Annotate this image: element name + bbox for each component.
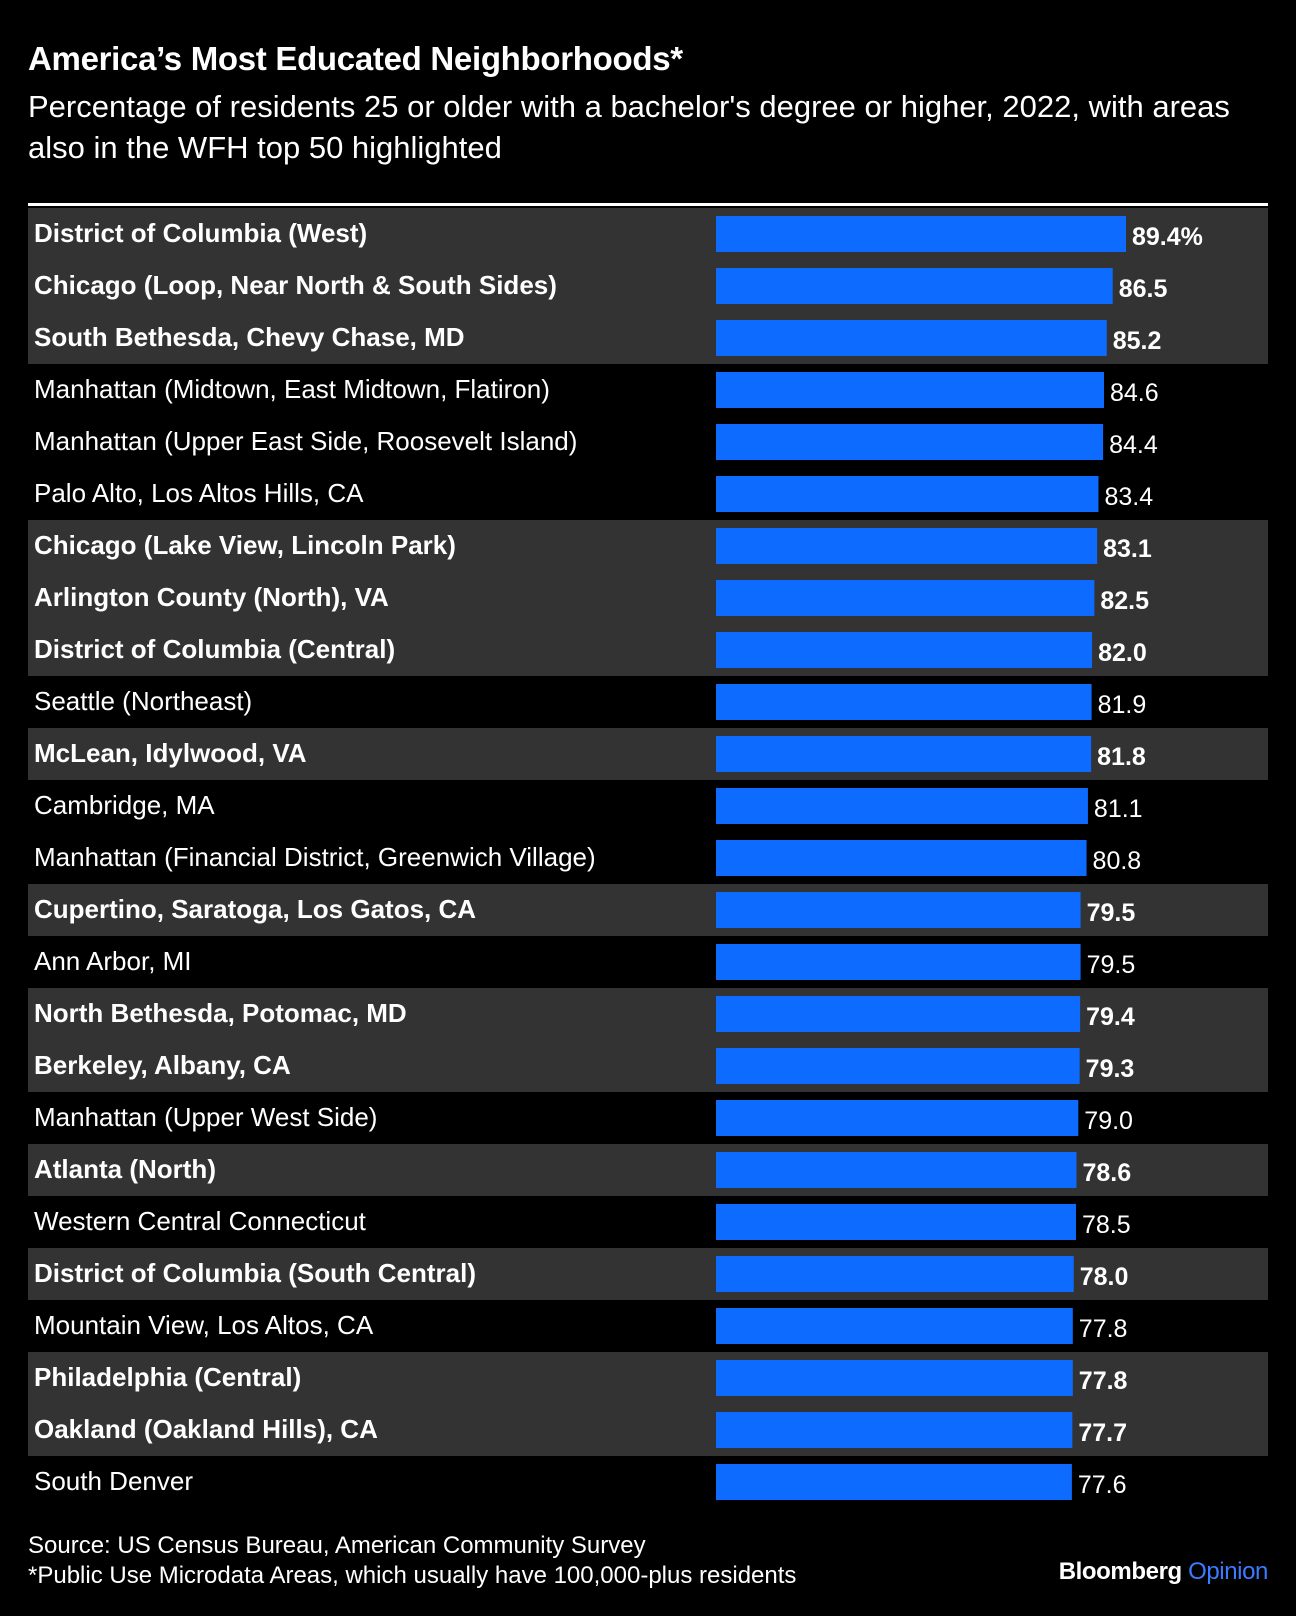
category-label: District of Columbia (South Central)	[34, 1258, 476, 1288]
bar	[716, 1100, 1079, 1136]
bar	[716, 268, 1113, 304]
category-label: South Denver	[34, 1466, 193, 1496]
bar	[716, 1360, 1073, 1396]
bar	[716, 996, 1081, 1032]
bar	[716, 892, 1081, 928]
value-label: 84.4	[1109, 431, 1158, 459]
value-label: 79.3	[1086, 1055, 1135, 1083]
category-label: District of Columbia (Central)	[34, 634, 395, 664]
bar	[716, 1152, 1077, 1188]
brand-logo: Bloomberg Opinion	[1058, 1558, 1269, 1586]
bar	[716, 1464, 1072, 1500]
footer: Source: US Census Bureau, American Commu…	[28, 1531, 796, 1591]
category-label: Arlington County (North), VA	[34, 582, 389, 612]
value-label: 77.8	[1079, 1367, 1128, 1395]
source-note: Source: US Census Bureau, American Commu…	[28, 1532, 646, 1559]
footnote: *Public Use Microdata Areas, which usual…	[28, 1562, 797, 1589]
chart-subtitle: Percentage of residents 25 or older with…	[28, 89, 1230, 165]
category-label: Palo Alto, Los Altos Hills, CA	[34, 478, 364, 508]
bar	[716, 944, 1081, 980]
category-label: Manhattan (Midtown, East Midtown, Flatir…	[34, 374, 550, 404]
value-label: 77.6	[1078, 1471, 1127, 1499]
chart-title: America’s Most Educated Neighborhoods*	[28, 40, 683, 77]
bar	[716, 1308, 1073, 1344]
value-label: 78.0	[1080, 1263, 1129, 1291]
value-label: 79.5	[1087, 951, 1136, 979]
value-label: 85.2	[1113, 327, 1162, 355]
category-label: Philadelphia (Central)	[34, 1362, 301, 1392]
value-label: 79.0	[1084, 1107, 1133, 1135]
category-label: Western Central Connecticut	[34, 1206, 367, 1236]
category-label: Cambridge, MA	[34, 790, 215, 820]
category-label: Ann Arbor, MI	[34, 946, 192, 976]
value-label: 79.5	[1087, 899, 1136, 927]
brand-name: Bloomberg	[1058, 1558, 1182, 1585]
category-label: South Bethesda, Chevy Chase, MD	[34, 322, 465, 352]
value-label: 81.1	[1094, 795, 1143, 823]
value-label: 84.6	[1110, 379, 1159, 407]
value-label: 83.1	[1103, 535, 1152, 563]
value-label: 78.5	[1082, 1211, 1131, 1239]
bar	[716, 424, 1104, 460]
value-label: 77.7	[1078, 1419, 1127, 1447]
category-label: Oakland (Oakland Hills), CA	[34, 1414, 378, 1444]
category-label: Berkeley, Albany, CA	[34, 1050, 291, 1080]
value-label: 82.0	[1098, 639, 1147, 667]
category-label: Seattle (Northeast)	[34, 686, 252, 716]
category-label: Chicago (Loop, Near North & South Sides)	[34, 270, 557, 300]
category-label: Manhattan (Upper East Side, Roosevelt Is…	[34, 426, 577, 456]
category-label: Mountain View, Los Altos, CA	[34, 1310, 374, 1340]
category-label: Cupertino, Saratoga, Los Gatos, CA	[34, 894, 476, 924]
bar	[716, 476, 1099, 512]
bar	[716, 1256, 1074, 1292]
value-label: 83.4	[1104, 483, 1153, 511]
value-label: 86.5	[1119, 275, 1168, 303]
bar	[716, 372, 1104, 408]
bar	[716, 840, 1087, 876]
bar	[716, 1204, 1077, 1240]
category-label: North Bethesda, Potomac, MD	[34, 998, 407, 1028]
bar	[716, 632, 1093, 668]
category-label: McLean, Idylwood, VA	[34, 738, 307, 768]
bar	[716, 1412, 1073, 1448]
top-rule	[28, 203, 1268, 206]
value-label: 79.4	[1086, 1003, 1135, 1031]
bar	[716, 580, 1095, 616]
value-label: 77.8	[1079, 1315, 1128, 1343]
category-label: Atlanta (North)	[34, 1154, 216, 1184]
bar-chart: District of Columbia (West) 89.4% Chicago …	[28, 208, 1268, 1500]
category-label: District of Columbia (West)	[34, 218, 367, 248]
value-label: 89.4%	[1132, 223, 1203, 251]
value-label: 80.8	[1093, 847, 1142, 875]
bar	[716, 736, 1092, 772]
category-label: Chicago (Lake View, Lincoln Park)	[34, 530, 456, 560]
value-label: 81.9	[1098, 691, 1147, 719]
brand-section: Opinion	[1188, 1558, 1268, 1585]
category-label: Manhattan (Upper West Side)	[34, 1102, 377, 1132]
bar	[716, 1048, 1080, 1084]
bar	[716, 320, 1107, 356]
category-label: Manhattan (Financial District, Greenwich…	[34, 842, 596, 872]
bar	[716, 788, 1088, 824]
value-label: 82.5	[1100, 587, 1149, 615]
bar	[716, 216, 1126, 252]
bar	[716, 528, 1098, 564]
value-label: 78.6	[1082, 1159, 1131, 1187]
value-label: 81.8	[1097, 743, 1146, 771]
bar	[716, 684, 1092, 720]
